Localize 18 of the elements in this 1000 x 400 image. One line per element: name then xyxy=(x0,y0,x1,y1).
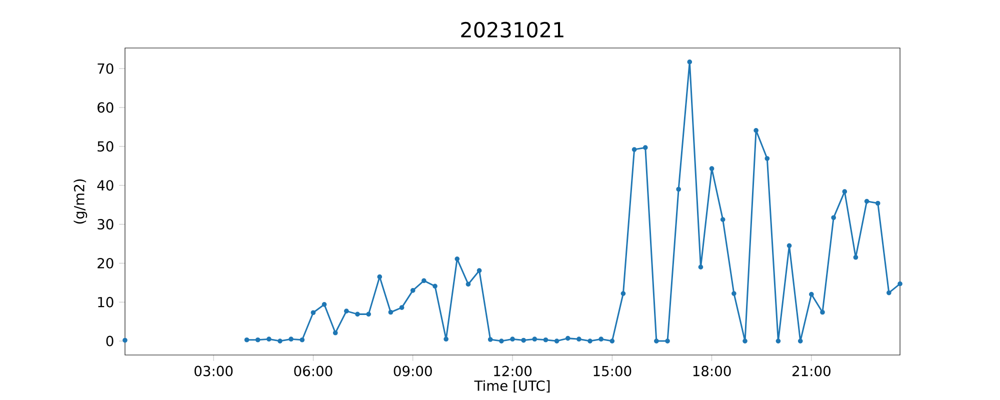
y-tick-label: 30 xyxy=(98,219,114,230)
y-tick-label: 70 xyxy=(98,63,114,74)
y-tick-label: 50 xyxy=(98,141,114,152)
chart-title: 20231021 xyxy=(461,22,564,38)
x-tick-label: 15:00 xyxy=(594,366,632,376)
y-tick-label: 60 xyxy=(98,102,114,113)
y-tick-label: 20 xyxy=(98,258,114,268)
x-tick-label: 03:00 xyxy=(194,366,233,376)
x-tick-label: 06:00 xyxy=(294,366,332,376)
y-axis-title: (g/m2) xyxy=(74,179,88,224)
x-axis-title: Time [UTC] xyxy=(474,380,550,393)
y-tick-label: 0 xyxy=(106,336,114,346)
y-tick-label: 10 xyxy=(98,296,114,308)
y-tick-label: 40 xyxy=(97,180,114,191)
x-tick-label: 21:00 xyxy=(792,366,830,376)
x-tick-label: 12:00 xyxy=(494,366,532,376)
x-tick-label: 09:00 xyxy=(394,366,432,376)
x-tick-label: 18:00 xyxy=(693,366,731,376)
